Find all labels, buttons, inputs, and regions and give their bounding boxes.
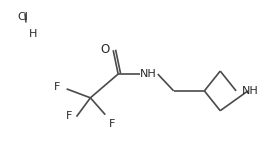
Text: NH: NH (139, 69, 156, 79)
Text: NH: NH (242, 86, 259, 96)
Text: F: F (54, 82, 61, 92)
Text: F: F (66, 111, 73, 121)
Text: H: H (29, 29, 37, 39)
Text: O: O (100, 43, 109, 56)
Text: Cl: Cl (17, 12, 28, 22)
Text: F: F (109, 119, 116, 129)
